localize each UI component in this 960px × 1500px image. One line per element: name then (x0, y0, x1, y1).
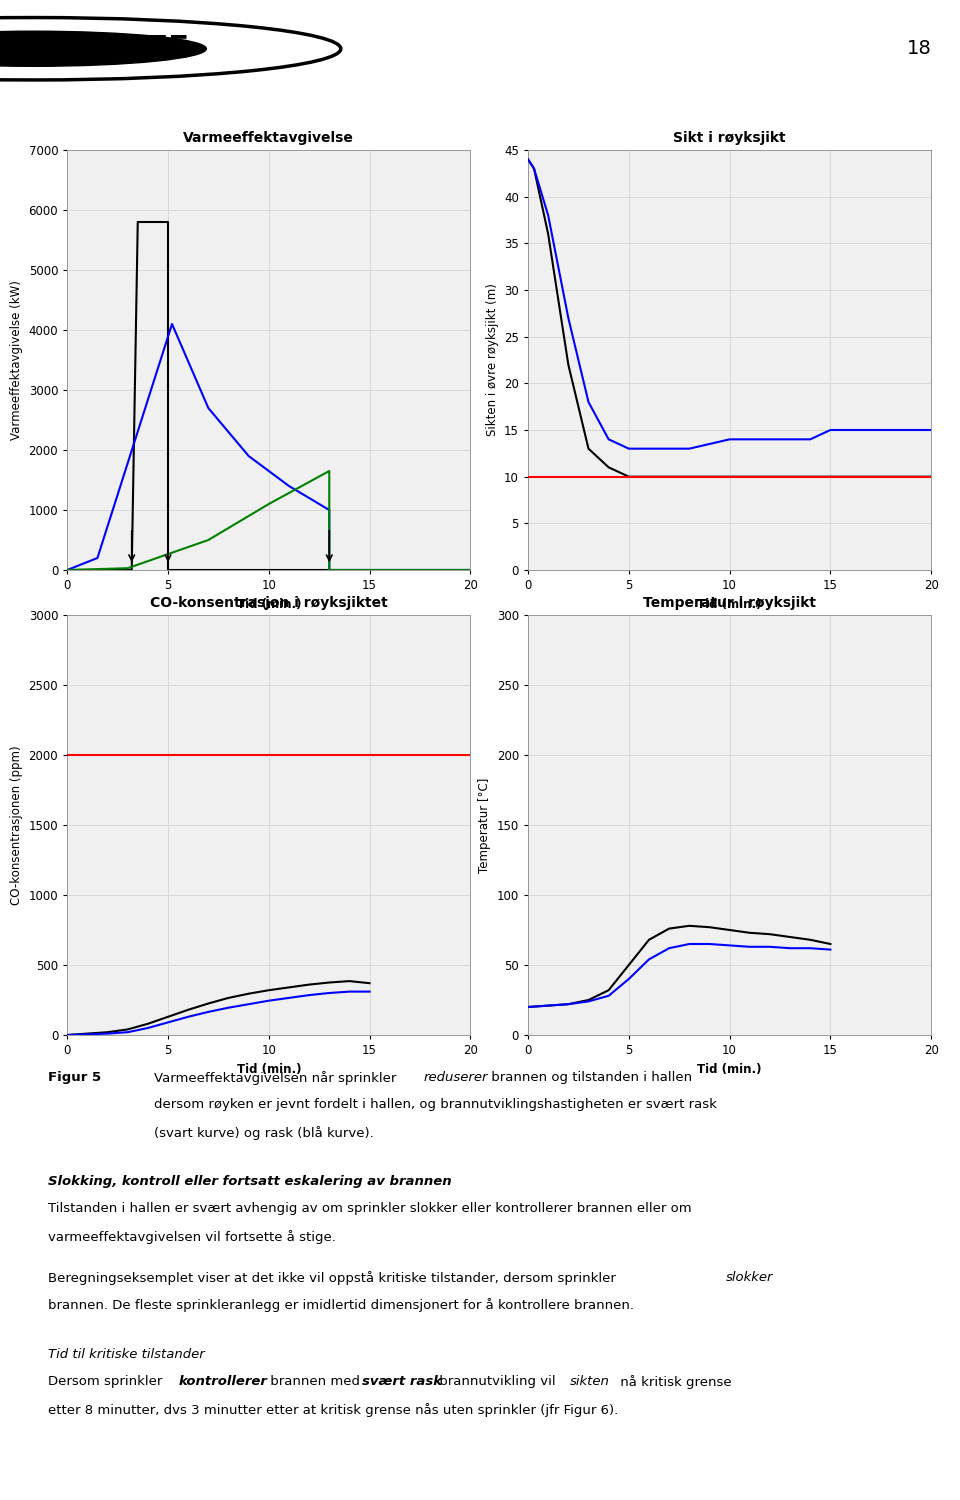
Text: brannen og tilstanden i hallen: brannen og tilstanden i hallen (487, 1071, 692, 1084)
Title: Temperatur i røyksjikt: Temperatur i røyksjikt (643, 596, 816, 609)
Text: dersom røyken er jevnt fordelt i hallen, og brannutviklingshastigheten er svært : dersom røyken er jevnt fordelt i hallen,… (154, 1098, 717, 1112)
X-axis label: Tid (min.): Tid (min.) (236, 1062, 301, 1076)
Title: Varmeeffektavgivelse: Varmeeffektavgivelse (183, 130, 354, 144)
X-axis label: Tid (min.): Tid (min.) (697, 597, 762, 610)
Text: kontrollerer: kontrollerer (179, 1376, 268, 1389)
Text: svært rask: svært rask (362, 1376, 442, 1389)
Text: brannen. De fleste sprinkleranlegg er imidlertid dimensjonert for å kontrollere : brannen. De fleste sprinkleranlegg er im… (48, 1299, 634, 1312)
Text: Slokking, kontroll eller fortsatt eskalering av brannen: Slokking, kontroll eller fortsatt eskale… (48, 1174, 451, 1188)
X-axis label: Tid (min.): Tid (min.) (697, 1062, 762, 1076)
Text: sikten: sikten (570, 1376, 610, 1389)
Title: CO-konsentrasjon i røyksjiktet: CO-konsentrasjon i røyksjiktet (150, 596, 388, 609)
Title: Sikt i røyksjikt: Sikt i røyksjikt (673, 130, 786, 144)
Text: etter 8 minutter, dvs 3 minutter etter at kritisk grense nås uten sprinkler (jfr: etter 8 minutter, dvs 3 minutter etter a… (48, 1402, 618, 1416)
Text: SINTEF: SINTEF (69, 34, 190, 63)
Y-axis label: Temperatur [°C]: Temperatur [°C] (478, 777, 492, 873)
Text: nå kritisk grense: nå kritisk grense (616, 1376, 732, 1389)
Text: brannutvikling vil: brannutvikling vil (435, 1376, 560, 1389)
Circle shape (0, 32, 206, 66)
Text: (svart kurve) og rask (blå kurve).: (svart kurve) og rask (blå kurve). (154, 1125, 373, 1140)
Y-axis label: Sikten i øvre røyksjikt (m): Sikten i øvre røyksjikt (m) (486, 284, 498, 436)
Y-axis label: CO-konsentrasjonen (ppm): CO-konsentrasjonen (ppm) (10, 746, 23, 904)
Text: Tid til kritiske tilstander: Tid til kritiske tilstander (48, 1348, 204, 1360)
X-axis label: Tid (min.): Tid (min.) (236, 597, 301, 610)
Text: Beregningseksemplet viser at det ikke vil oppstå kritiske tilstander, dersom spr: Beregningseksemplet viser at det ikke vi… (48, 1270, 620, 1286)
Text: Varmeeffektavgivelsen når sprinkler: Varmeeffektavgivelsen når sprinkler (154, 1071, 400, 1084)
Text: reduserer: reduserer (423, 1071, 488, 1084)
Text: slokker: slokker (726, 1270, 773, 1284)
Y-axis label: Varmeeffektavgivelse (kW): Varmeeffektavgivelse (kW) (10, 280, 23, 440)
Text: brannen med: brannen med (266, 1376, 365, 1389)
Text: varmeeffektavgivelsen vil fortsette å stige.: varmeeffektavgivelsen vil fortsette å st… (48, 1230, 336, 1244)
Text: Dersom sprinkler: Dersom sprinkler (48, 1376, 167, 1389)
Text: 18: 18 (906, 39, 931, 58)
Text: Tilstanden i hallen er svært avhengig av om sprinkler slokker eller kontrollerer: Tilstanden i hallen er svært avhengig av… (48, 1203, 691, 1215)
Text: Figur 5: Figur 5 (48, 1071, 101, 1084)
